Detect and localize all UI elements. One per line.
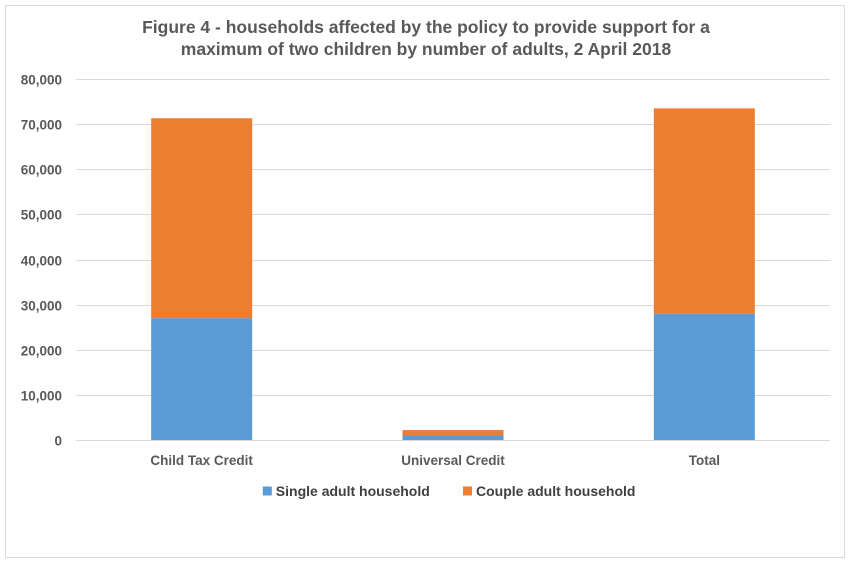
legend-swatch: [262, 486, 272, 496]
y-axis-tick-labels: 0 10,000 20,000 30,000 40,000 50,000 60,000 70,…: [21, 73, 62, 449]
bars: [151, 108, 755, 440]
x-tick-label: Child Tax Credit: [150, 453, 253, 468]
legend: Single adult household Couple adult house…: [262, 483, 635, 499]
bar-segment: [653, 108, 755, 314]
bar-segment: [653, 313, 755, 440]
y-tick-label: 40,000: [21, 254, 62, 269]
y-tick-label: 70,000: [21, 118, 62, 133]
bar-segment: [151, 318, 253, 440]
chart-title-line-1: Figure 4 - households affected by the po…: [142, 17, 710, 37]
y-tick-label: 0: [54, 434, 62, 449]
bar-segment: [151, 118, 253, 319]
y-tick-label: 60,000: [21, 163, 62, 178]
legend-label: Single adult household: [276, 483, 430, 499]
x-tick-label: Total: [689, 453, 720, 468]
x-axis-tick-labels: Child Tax Credit Universal Credit Total: [150, 453, 720, 468]
y-tick-label: 10,000: [21, 389, 62, 404]
chart-title-line-2: maximum of two children by number of adu…: [180, 39, 672, 59]
y-tick-label: 20,000: [21, 344, 62, 359]
x-tick-label: Universal Credit: [401, 453, 505, 468]
legend-label: Couple adult household: [476, 483, 635, 499]
legend-swatch: [463, 486, 472, 496]
chart-title: Figure 4 - households affected by the po…: [0, 16, 852, 60]
bar-segment: [402, 435, 504, 440]
bar-segment: [402, 430, 504, 436]
y-tick-label: 50,000: [21, 208, 62, 223]
y-tick-label: 30,000: [21, 299, 62, 314]
y-tick-label: 80,000: [21, 73, 62, 88]
